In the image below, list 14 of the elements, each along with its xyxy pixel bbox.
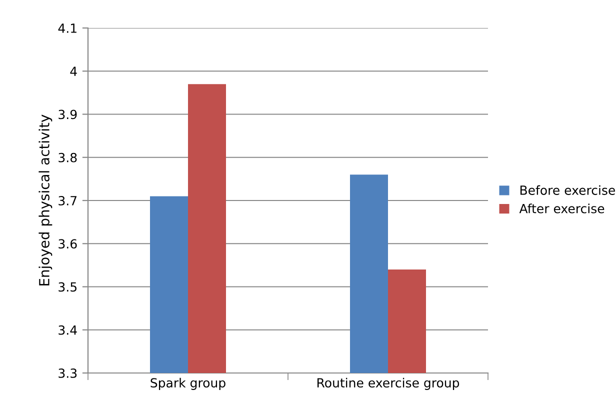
legend-label: After exercise xyxy=(519,204,604,214)
y-axis-title: Enjoyed physical activity xyxy=(38,114,52,286)
y-tick-label: 3.4 xyxy=(58,325,77,335)
y-tick-label: 3.8 xyxy=(58,152,77,162)
legend-label: Before exercise xyxy=(520,185,615,195)
y-tick-label: 3.6 xyxy=(58,239,77,249)
x-tick-label: Spark group xyxy=(150,378,226,390)
y-tick-label: 3.7 xyxy=(58,196,77,206)
y-tick-label: 3.5 xyxy=(58,282,76,292)
y-tick-label: 4.1 xyxy=(58,24,76,33)
y-tick-label: 3.3 xyxy=(58,368,77,378)
y-tick-label: 4 xyxy=(70,66,77,76)
x-tick-label: Routine exercise group xyxy=(317,378,460,390)
y-tick-label: 3.9 xyxy=(58,110,77,120)
